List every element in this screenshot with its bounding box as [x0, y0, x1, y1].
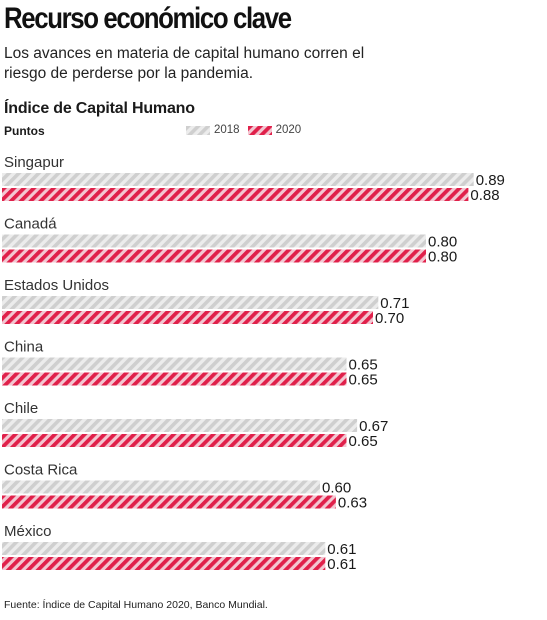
bar-china-2020 — [2, 372, 347, 386]
bar-canada-2020 — [2, 249, 426, 263]
bars-group: Singapur 0.890.88 Canadá 0.800.80 Estados Un… — [2, 154, 505, 573]
unit-label: Puntos — [4, 124, 45, 138]
bar-canada-2018 — [2, 234, 426, 248]
value-label-china-2018: 0.65 — [349, 357, 378, 374]
page-title: Recurso económico clave — [4, 2, 292, 35]
value-label-mexico-2018: 0.61 — [327, 541, 356, 558]
bar-singapur-2018 — [2, 173, 474, 186]
value-label-china-2020: 0.65 — [349, 372, 378, 389]
value-label-estados-unidos-2020: 0.70 — [375, 310, 404, 327]
chart-title: Índice de Capital Humano — [4, 100, 195, 117]
legend-item-2018: 2018 — [186, 124, 240, 136]
legend-swatch-2020 — [247, 125, 272, 135]
category-label-mexico: México — [4, 523, 52, 540]
subtitle: Los avances en materia de capital humano… — [4, 45, 365, 82]
category-label-canada: Canadá — [4, 216, 57, 233]
bar-costa-rica-2020 — [2, 495, 336, 509]
value-label-chile-2020: 0.65 — [349, 433, 378, 450]
bar-china-2018 — [2, 357, 347, 371]
bar-mexico-2020 — [2, 557, 326, 570]
value-label-singapur-2018: 0.89 — [476, 172, 505, 189]
value-label-costa-rica-2018: 0.60 — [322, 480, 351, 497]
category-label-costa-rica: Costa Rica — [4, 462, 78, 479]
value-label-canada-2020: 0.80 — [428, 249, 457, 266]
category-label-china: China — [4, 339, 44, 356]
bar-chart: Singapur 0.890.88 Canadá 0.800.80 Estados Un… — [2, 154, 505, 573]
value-label-singapur-2020: 0.88 — [470, 187, 499, 204]
bar-mexico-2018 — [2, 542, 326, 555]
category-label-estados-unidos: Estados Unidos — [4, 277, 109, 294]
bar-chile-2018 — [2, 419, 358, 432]
legend-label-2018: 2018 — [214, 124, 240, 136]
bar-estados-unidos-2018 — [2, 296, 379, 309]
legend-swatch-2018 — [186, 125, 210, 135]
category-label-chile: Chile — [4, 400, 38, 417]
legend: 2018 2020 — [186, 124, 309, 136]
bar-singapur-2020 — [2, 188, 469, 201]
value-label-estados-unidos-2018: 0.71 — [380, 295, 409, 312]
bar-costa-rica-2018 — [2, 480, 320, 494]
bar-chile-2020 — [2, 434, 347, 447]
value-label-costa-rica-2020: 0.63 — [338, 495, 367, 512]
source-note: Fuente: Índice de Capital Humano 2020, B… — [4, 599, 268, 611]
legend-label-2020: 2020 — [275, 124, 302, 136]
value-label-canada-2018: 0.80 — [428, 234, 457, 251]
value-label-mexico-2020: 0.61 — [327, 556, 356, 573]
bar-estados-unidos-2020 — [2, 311, 373, 324]
legend-item-2020: 2020 — [247, 124, 302, 136]
value-label-chile-2018: 0.67 — [359, 418, 388, 435]
category-label-singapur: Singapur — [4, 154, 64, 171]
